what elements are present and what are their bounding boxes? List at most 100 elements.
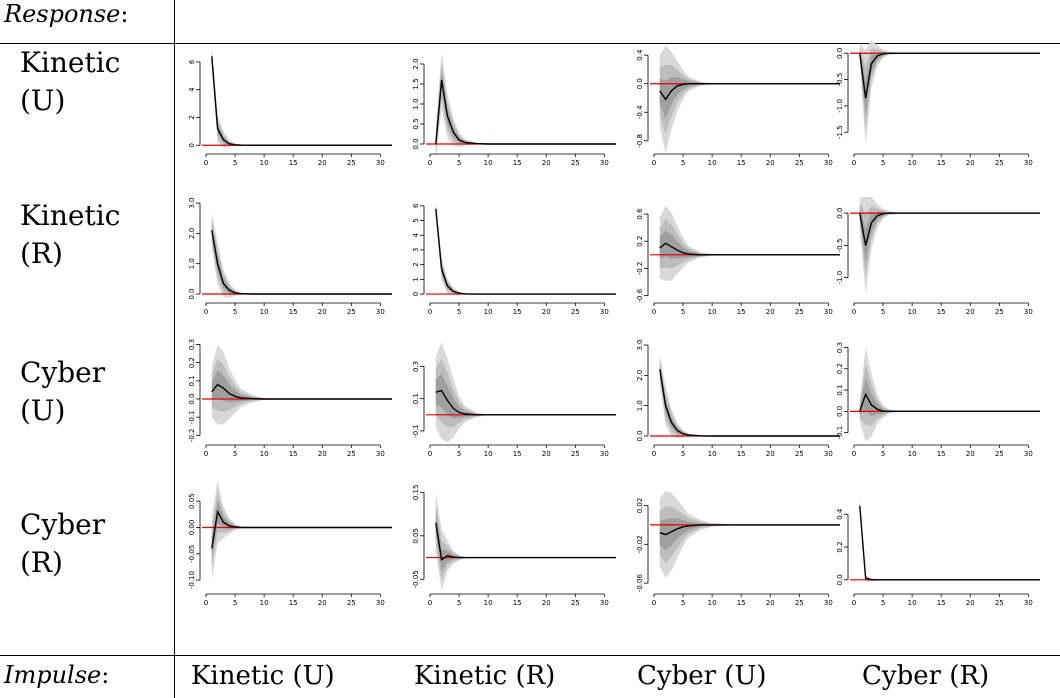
x-tick-label: 5: [681, 159, 685, 167]
y-tick-label: 3.0: [188, 197, 196, 208]
x-tick-label: 15: [737, 308, 746, 316]
header-rule: [0, 43, 1060, 44]
y-tick-label: 6: [412, 203, 420, 208]
y-tick-label: -0.6: [636, 288, 644, 302]
x-tick-label: 15: [513, 308, 522, 316]
x-tick-label: 25: [571, 450, 580, 458]
confidence-band-1: [859, 500, 1040, 581]
irf-panel-3-0: -0.10 -0.05 0.00 0.05 0 5 10 15 20 25 30: [188, 480, 392, 607]
y-tick-label: 1.0: [188, 258, 196, 269]
y-tick-label: -0.5: [836, 73, 844, 87]
y-tick-label: 0.3: [836, 342, 844, 353]
y-tick-label: 0.3: [188, 339, 196, 350]
x-tick-label: 15: [513, 599, 522, 607]
y-tick-label: 0.4: [836, 508, 844, 520]
x-tick-label: 5: [457, 159, 461, 167]
x-tick-label: 30: [600, 159, 609, 167]
x-axis: 0 5 10 15 20 25 30: [652, 153, 833, 167]
x-tick-label: 0: [652, 450, 656, 458]
confidence-band-0: [859, 497, 1040, 582]
x-tick-label: 5: [681, 308, 685, 316]
response-line: [435, 389, 616, 416]
y-tick-label: 0.1: [836, 384, 844, 395]
footer-rule: [0, 655, 1060, 656]
x-tick-label: 10: [260, 308, 269, 316]
x-tick-label: 20: [766, 308, 775, 316]
confidence-band-1: [211, 491, 392, 570]
y-tick-label: 1.0: [636, 400, 644, 411]
x-axis: 0 5 10 15 20 25 30: [852, 444, 1033, 458]
y-tick-label: 0.0: [188, 393, 196, 404]
x-tick-label: 20: [542, 450, 551, 458]
x-tick-label: 10: [260, 450, 269, 458]
y-tick-label: 4: [188, 87, 196, 92]
response-line: [859, 52, 1040, 99]
confidence-band-2: [859, 377, 1040, 417]
y-axis: -1.5 -1.0 -0.5 0.0: [836, 48, 849, 139]
y-tick-label: 1.5: [412, 78, 420, 89]
x-tick-label: 25: [995, 450, 1004, 458]
column-divider: [174, 0, 175, 698]
x-axis: 0 5 10 15 20 25 30: [852, 153, 1033, 167]
x-tick-label: 0: [852, 159, 856, 167]
irf-panel-2-1: -0.1 0.1 0.3 0 5 10 15 20 25 30: [412, 342, 616, 458]
x-tick-label: 30: [1024, 450, 1033, 458]
x-tick-label: 5: [881, 308, 885, 316]
response-line: [435, 79, 616, 145]
x-tick-label: 0: [852, 599, 856, 607]
x-axis: 0 5 10 15 20 25 30: [204, 593, 385, 607]
x-axis: 0 5 10 15 20 25 30: [428, 153, 609, 167]
y-tick-label: -0.06: [636, 574, 644, 593]
y-tick-label: 0.0: [412, 138, 420, 149]
y-tick-label: 1: [412, 277, 420, 281]
y-axis: -0.1 0.1 0.3: [412, 361, 425, 438]
x-tick-label: 25: [995, 308, 1004, 316]
y-tick-label: 0.05: [412, 528, 420, 544]
confidence-band-1: [435, 503, 616, 580]
irf-panel-3-3: 0.0 0.2 0.4 0 5 10 15 20 25 30: [836, 497, 1040, 607]
x-tick-label: 10: [708, 450, 717, 458]
y-axis: 0.0 1.0 2.0 3.0: [188, 197, 201, 300]
x-tick-label: 25: [795, 450, 804, 458]
x-tick-label: 15: [737, 159, 746, 167]
x-tick-label: 25: [795, 599, 804, 607]
x-tick-label: 15: [513, 450, 522, 458]
y-tick-label: 2.0: [412, 58, 420, 69]
x-tick-label: 10: [708, 159, 717, 167]
x-tick-label: 30: [824, 450, 833, 458]
confidence-band-0: [659, 354, 840, 439]
y-tick-label: -0.1: [836, 426, 844, 440]
x-tick-label: 25: [995, 159, 1004, 167]
x-tick-label: 5: [881, 159, 885, 167]
x-tick-label: 10: [708, 308, 717, 316]
x-tick-label: 10: [260, 599, 269, 607]
y-tick-label: 0.2: [836, 541, 844, 552]
x-tick-label: 25: [347, 599, 356, 607]
x-axis: 0 5 10 15 20 25 30: [204, 444, 385, 458]
x-tick-label: 20: [318, 159, 327, 167]
x-tick-label: 30: [824, 308, 833, 316]
x-axis: 0 5 10 15 20 25 30: [428, 444, 609, 458]
x-tick-label: 20: [966, 450, 975, 458]
x-tick-label: 5: [881, 599, 885, 607]
confidence-band-2: [435, 206, 616, 295]
y-axis: 0 2 4 6: [188, 59, 201, 147]
x-tick-label: 0: [204, 450, 208, 458]
confidence-band-0: [859, 40, 1040, 146]
x-tick-label: 0: [652, 308, 656, 316]
y-tick-label: 0.0: [636, 430, 644, 441]
col-label-cyber-r: Cyber (R): [862, 661, 990, 691]
x-tick-label: 20: [966, 308, 975, 316]
x-tick-label: 25: [347, 159, 356, 167]
x-axis: 0 5 10 15 20 25 30: [652, 302, 833, 316]
confidence-band-0: [211, 480, 392, 581]
x-tick-label: 5: [681, 450, 685, 458]
x-tick-label: 10: [908, 599, 917, 607]
x-axis: 0 5 10 15 20 25 30: [852, 302, 1033, 316]
y-tick-label: -0.05: [188, 545, 196, 563]
y-tick-label: 5: [412, 218, 420, 222]
y-tick-label: -1.0: [836, 99, 844, 113]
x-tick-label: 10: [484, 159, 493, 167]
x-axis: 0 5 10 15 20 25 30: [652, 593, 833, 607]
y-tick-label: 6: [188, 59, 196, 64]
